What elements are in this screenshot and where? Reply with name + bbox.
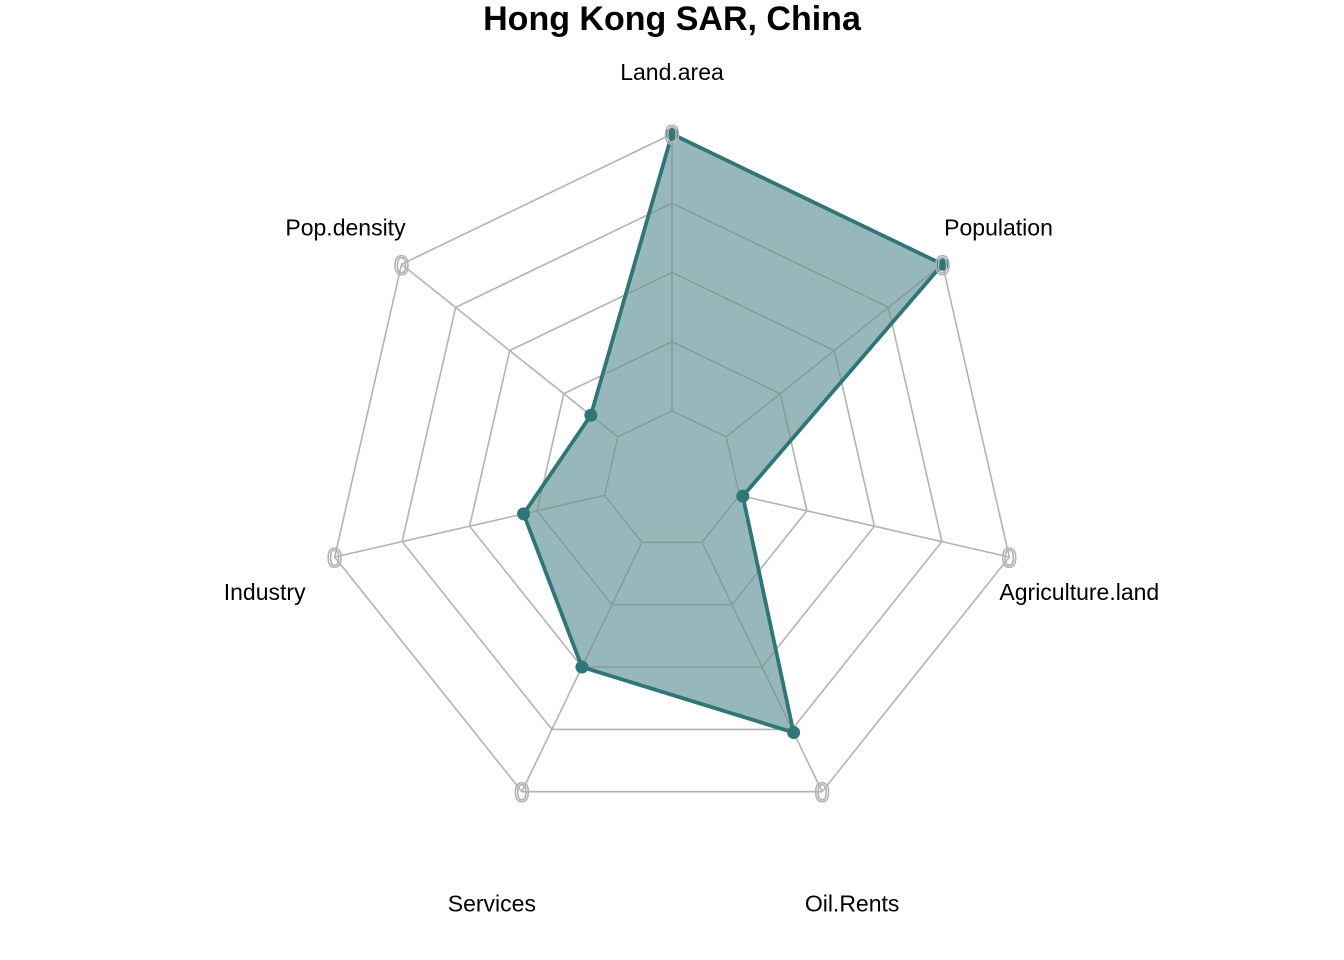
grid-spoke-7 — [400, 263, 619, 438]
series-line-1 — [521, 132, 945, 735]
data-point-Services — [575, 660, 589, 674]
axis-label-services: Services — [448, 891, 536, 917]
axis-label-oil-rents: Oil.Rents — [805, 891, 900, 917]
data-point-Industry — [517, 507, 531, 521]
chart-title: Hong Kong SAR, China — [483, 0, 862, 38]
data-point-Pop.density — [584, 408, 598, 422]
axis-label-land-area: Land.area — [620, 59, 724, 85]
outer-tick-label: 0 — [394, 250, 409, 280]
axis-label-population: Population — [944, 214, 1053, 240]
grid-spoke-3 — [739, 494, 1010, 558]
inner-spoke-2 — [725, 263, 943, 438]
data-point-Agriculture.land — [736, 489, 750, 503]
inner-spoke-6 — [523, 494, 605, 558]
outer-tick-labels: 0 0 0 0 0 0 0 — [326, 119, 1017, 808]
data-point-Land.area — [665, 127, 679, 141]
outer-tick-label: 0 — [327, 543, 342, 573]
outer-tick-label: 0 — [1002, 543, 1017, 573]
axis-label-industry: Industry — [224, 579, 306, 605]
series-layer — [517, 127, 950, 740]
grid-ring-5 — [333, 133, 1011, 793]
series-area-1 — [521, 132, 945, 735]
data-point-Population — [936, 257, 950, 271]
outer-tick-label: 0 — [514, 778, 529, 808]
outer-tick-label: 0 — [935, 250, 950, 280]
inner-spoke-4 — [701, 542, 823, 733]
axis-labels: Land.area Population Agriculture.land Oil.R… — [224, 59, 1159, 917]
axis-label-pop-density: Pop.density — [285, 214, 406, 240]
grid-ring-4 — [401, 202, 943, 731]
outer-tick-label: 0 — [664, 120, 679, 150]
data-point-Oil.Rents — [787, 726, 801, 740]
axis-label-agriculture-land: Agriculture.land — [999, 579, 1159, 605]
outer-tick-label: 0 — [815, 778, 830, 808]
inner-ring-1 — [603, 410, 741, 544]
